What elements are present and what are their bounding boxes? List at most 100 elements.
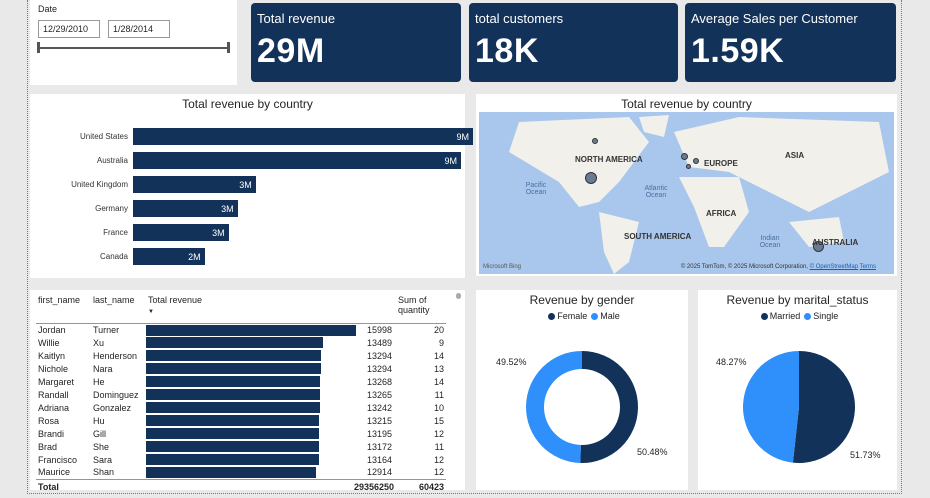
revenue-databar [146,363,321,374]
kpi-title: total customers [475,11,564,26]
category-label: Australia [96,156,128,165]
revenue-cell: 15998 [146,323,396,336]
customer-table: first_name last_name Total revenue ▼ Sum … [30,290,465,490]
map-area[interactable]: NORTH AMERICA EUROPE ASIA AFRICA SOUTH A… [479,112,894,274]
last-name: Sara [93,454,113,465]
last-name: Gill [93,428,106,439]
table-row[interactable]: Randall Dominguez 13265 11 [36,388,446,401]
slice-married[interactable] [792,351,855,463]
table-row[interactable]: Brandi Gill 13195 12 [36,427,446,440]
col-total-revenue[interactable]: Total revenue ▼ [146,295,396,324]
sort-desc-icon: ▼ [148,309,154,315]
col-first-name[interactable]: first_name [36,295,91,324]
bubble-germany[interactable] [693,158,699,164]
label-europe: EUROPE [704,159,738,168]
bar-germany[interactable]: 3M [133,200,238,217]
last-name: Henderson [93,350,138,361]
slider-end-handle[interactable] [227,42,230,53]
revenue-value: 13294 [366,350,392,361]
table-row[interactable]: Francisco Sara 13164 12 [36,453,446,466]
revenue-databar [146,389,321,400]
bar-canada[interactable]: 2M [133,248,205,265]
first-name: Rosa [38,415,60,426]
revenue-databar [146,402,320,413]
bar-united-kingdom[interactable]: 3M [133,176,256,193]
report-canvas [27,0,902,494]
quantity: 14 [433,350,444,361]
start-date-input[interactable]: 12/29/2010 [38,20,100,38]
table-row[interactable]: Willie Xu 13489 9 [36,336,446,349]
first-name: Brad [38,441,58,452]
col-quantity[interactable]: Sum of quantity [396,295,446,324]
bubble-us[interactable] [585,172,597,184]
revenue-cell: 13164 [146,453,396,466]
first-name: Willie [38,337,60,348]
gender-donut-svg [525,351,638,463]
end-date-input[interactable]: 1/28/2014 [108,20,170,38]
label-asia: ASIA [785,151,805,160]
kpi-avg-sales: Average Sales per Customer 1.59K [685,3,896,82]
slider-start-handle[interactable] [37,42,40,53]
bar-australia[interactable]: 9M [133,152,462,169]
bing-logo: Microsoft Bing [483,264,522,270]
legend-married[interactable]: Married [769,311,801,321]
revenue-databar [146,467,316,478]
label-pacific: Pacific Ocean [525,182,547,196]
scrollbar[interactable] [456,293,461,299]
kpi-total-customers: total customers 18K [469,3,678,82]
revenue-cell: 13265 [146,388,396,401]
table-row[interactable]: Rosa Hu 13215 15 [36,414,446,427]
revenue-value: 13294 [366,363,392,374]
label-female: 50.48% [637,447,668,457]
bubble-france[interactable] [686,164,691,169]
col-last-name[interactable]: last_name [91,295,146,324]
table-row[interactable]: Kaitlyn Henderson 13294 14 [36,349,446,362]
bar-france[interactable]: 3M [133,224,229,241]
quantity: 12 [433,428,444,439]
revenue-value: 13489 [366,337,392,348]
last-name: He [93,376,105,387]
revenue-by-marital-pie: Revenue by marital_status Married Single … [698,290,897,490]
revenue-databar [146,324,356,336]
legend-single[interactable]: Single [813,311,839,321]
col-label: Total revenue [148,295,203,305]
slice-female[interactable] [580,351,638,463]
revenue-databar [146,350,321,361]
revenue-value: 13164 [366,454,392,465]
bubble-uk[interactable] [681,153,688,160]
terms-link[interactable]: Terms [859,264,876,270]
slider-track[interactable] [38,47,230,49]
last-name: Xu [93,337,105,348]
legend-male[interactable]: Male [600,311,620,321]
last-name: She [93,441,110,452]
quantity: 12 [433,467,444,478]
last-name: Turner [93,324,120,335]
category-label: Germany [95,204,128,213]
table-row[interactable]: Jordan Turner 15998 20 [36,323,446,336]
table-row[interactable]: Nichole Nara 13294 13 [36,362,446,375]
label-south-america: SOUTH AMERICA [624,232,692,241]
marital-pie-svg [742,351,855,463]
quantity: 14 [433,376,444,387]
slice-male[interactable] [525,351,582,463]
total-revenue: 29356250 [353,482,394,490]
osm-link[interactable]: © OpenStreetMap [809,264,859,270]
table-row[interactable]: Adriana Gonzalez 13242 10 [36,401,446,414]
revenue-cell: 13172 [146,440,396,453]
revenue-cell: 13268 [146,375,396,388]
map-title: Total revenue by country [621,97,752,111]
revenue-value: 13242 [366,402,392,413]
revenue-value: 13215 [366,415,392,426]
revenue-by-country-bar-chart: Total revenue by country United States 9M… [30,94,473,278]
revenue-cell: 13294 [146,362,396,375]
table-row[interactable]: Margaret He 13268 14 [36,375,446,388]
slice-single[interactable] [742,351,799,463]
table-row[interactable]: Maurice Shan 12914 12 [36,466,446,479]
bubble-australia[interactable] [813,241,824,252]
legend-female[interactable]: Female [557,311,588,321]
table-row[interactable]: Brad She 13172 11 [36,440,446,453]
last-name: Gonzalez [93,402,132,413]
bubble-canada[interactable] [592,138,598,144]
chart-title: Total revenue by country [182,97,313,111]
bar-united-states[interactable]: 9M [133,128,473,145]
